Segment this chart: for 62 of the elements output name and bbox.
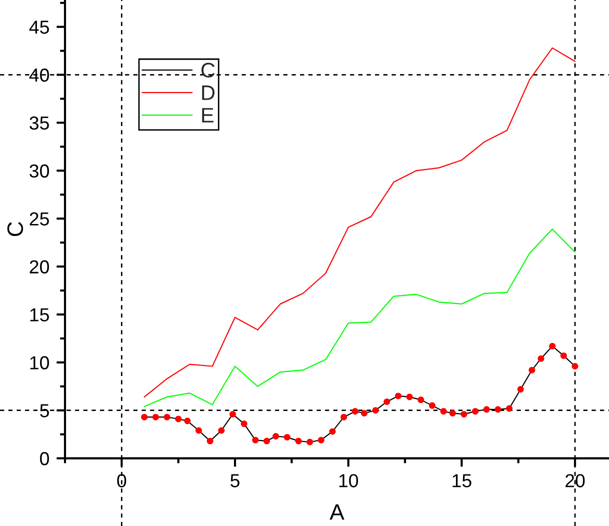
point [329,428,336,435]
point [229,410,236,418]
point [460,410,468,418]
y-tick-label: 45 [29,20,49,34]
legend-label: D [202,86,214,100]
point [252,436,259,444]
point [318,436,324,444]
legend-label: E [202,108,214,122]
point [517,386,524,393]
y-axis-title: C [7,222,24,236]
x-tick-label: 10 [339,474,358,488]
y-tick-label: 10 [30,356,49,370]
y-tick-label: 15 [30,308,49,322]
point [506,405,513,412]
point [572,363,578,370]
point [528,366,536,374]
point [164,414,170,420]
x-tick-label: 20 [566,474,585,488]
point [206,438,214,444]
y-tick-label: 35 [30,116,49,130]
y-tick-label: 0 [40,452,49,466]
x-axis-title: A [330,504,344,520]
point [483,406,490,413]
y-tick-label: 5 [40,404,49,418]
point [428,402,436,409]
point [240,420,248,428]
point [372,407,379,414]
point [218,427,225,434]
point [263,438,270,444]
point [560,352,567,359]
point [494,406,502,413]
x-tick-label: 0 [117,474,126,488]
point [449,410,456,416]
point [549,342,556,350]
point [440,408,447,415]
point [141,414,148,420]
point [340,414,348,420]
point [472,408,479,415]
line-series [144,228,576,408]
point [384,398,390,405]
point [306,438,314,446]
x-tick-label: 15 [452,474,472,488]
line-series [144,47,576,398]
point [352,408,358,415]
point [175,416,182,422]
point [538,355,544,362]
point [394,392,402,400]
legend-label: C [202,62,215,78]
point [195,427,202,434]
y-tick-label: 40 [29,68,49,82]
y-tick-label: 30 [30,164,49,178]
point [406,394,413,400]
x-tick-label: 5 [230,474,240,488]
point [184,418,191,424]
y-tick-label: 25 [30,212,49,226]
point [152,414,159,420]
point [360,410,368,416]
y-tick-label: 20 [30,260,49,274]
point [295,438,302,444]
point [284,434,290,440]
point [272,432,280,440]
point [418,396,424,404]
